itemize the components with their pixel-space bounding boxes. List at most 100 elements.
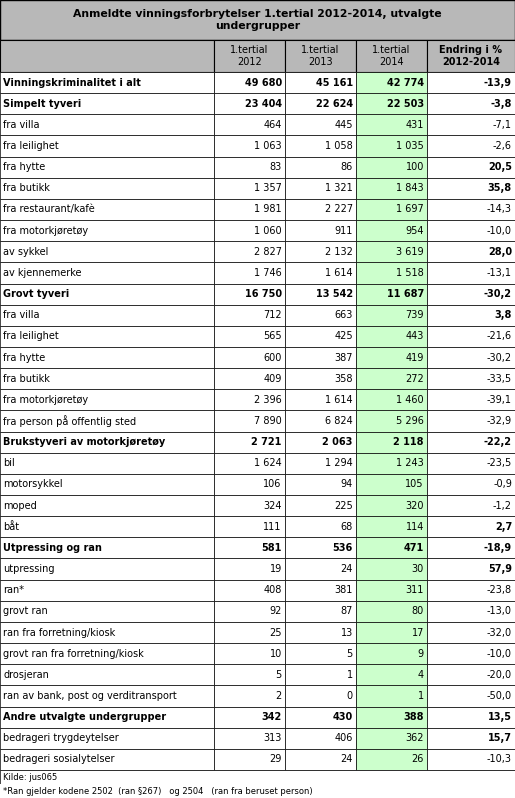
Text: 419: 419 — [405, 353, 424, 362]
Bar — [285, 474, 356, 495]
Text: 4: 4 — [418, 670, 424, 680]
Bar — [356, 516, 427, 537]
Bar — [0, 706, 214, 728]
Bar — [427, 495, 515, 516]
Bar — [0, 410, 214, 432]
Text: ran*: ran* — [3, 585, 24, 595]
Text: 387: 387 — [334, 353, 353, 362]
Text: 83: 83 — [269, 162, 282, 172]
Bar — [214, 706, 285, 728]
Text: 7 890: 7 890 — [254, 416, 282, 426]
Bar — [214, 685, 285, 706]
Text: 6 824: 6 824 — [325, 416, 353, 426]
Bar — [0, 178, 214, 199]
Text: 1 321: 1 321 — [325, 184, 353, 193]
Bar — [214, 432, 285, 452]
Bar — [0, 579, 214, 601]
Bar — [356, 452, 427, 474]
Bar — [0, 643, 214, 664]
Text: -10,3: -10,3 — [487, 754, 512, 764]
Text: 111: 111 — [263, 522, 282, 531]
Bar — [214, 72, 285, 93]
Text: 1 460: 1 460 — [397, 395, 424, 405]
Bar — [427, 706, 515, 728]
Bar — [356, 178, 427, 199]
Bar — [285, 72, 356, 93]
Bar — [214, 664, 285, 685]
Text: -32,9: -32,9 — [487, 416, 512, 426]
Bar — [285, 93, 356, 114]
Text: fra hytte: fra hytte — [3, 162, 45, 172]
Bar — [0, 0, 515, 40]
Bar — [356, 93, 427, 114]
Bar — [356, 241, 427, 263]
Bar — [0, 283, 214, 305]
Text: 68: 68 — [340, 522, 353, 531]
Bar — [427, 516, 515, 537]
Bar — [214, 178, 285, 199]
Bar — [427, 579, 515, 601]
Bar — [356, 559, 427, 579]
Bar — [214, 643, 285, 664]
Bar — [427, 685, 515, 706]
Text: 1.tertial
2013: 1.tertial 2013 — [301, 45, 339, 67]
Bar — [356, 664, 427, 685]
Bar — [356, 368, 427, 389]
Bar — [214, 410, 285, 432]
Bar — [214, 474, 285, 495]
Text: 22 503: 22 503 — [387, 99, 424, 109]
Text: 1 518: 1 518 — [396, 268, 424, 278]
Bar — [427, 263, 515, 283]
Bar — [356, 474, 427, 495]
Bar — [214, 136, 285, 156]
Bar — [285, 559, 356, 579]
Text: 86: 86 — [340, 162, 353, 172]
Text: 57,9: 57,9 — [488, 564, 512, 574]
Text: 406: 406 — [334, 733, 353, 743]
Text: 1 614: 1 614 — [325, 395, 353, 405]
Text: 24: 24 — [340, 564, 353, 574]
Text: 23 404: 23 404 — [245, 99, 282, 109]
Text: fra motorkjøretøy: fra motorkjøretøy — [3, 395, 88, 405]
Text: 2: 2 — [276, 691, 282, 701]
Text: Andre utvalgte undergrupper: Andre utvalgte undergrupper — [3, 712, 166, 722]
Text: 13,5: 13,5 — [488, 712, 512, 722]
Bar — [0, 452, 214, 474]
Bar — [0, 347, 214, 368]
Text: 5: 5 — [276, 670, 282, 680]
Bar — [214, 495, 285, 516]
Text: -13,9: -13,9 — [484, 77, 512, 88]
Text: -18,9: -18,9 — [484, 543, 512, 553]
Text: 1 035: 1 035 — [396, 141, 424, 151]
Bar — [0, 263, 214, 283]
Bar — [0, 136, 214, 156]
Text: 311: 311 — [405, 585, 424, 595]
Bar — [214, 241, 285, 263]
Bar — [214, 263, 285, 283]
Text: 2 827: 2 827 — [254, 247, 282, 257]
Text: -20,0: -20,0 — [487, 670, 512, 680]
Bar — [427, 156, 515, 178]
Bar — [285, 136, 356, 156]
Bar — [356, 156, 427, 178]
Bar — [356, 199, 427, 220]
Bar — [427, 432, 515, 452]
Text: 13 542: 13 542 — [316, 289, 353, 299]
Bar — [285, 622, 356, 643]
Bar — [285, 685, 356, 706]
Bar — [0, 241, 214, 263]
Bar — [427, 114, 515, 136]
Text: 272: 272 — [405, 373, 424, 384]
Bar — [356, 40, 427, 72]
Text: 94: 94 — [340, 480, 353, 489]
Text: 13: 13 — [340, 627, 353, 638]
Bar — [427, 749, 515, 770]
Text: -7,1: -7,1 — [493, 120, 512, 130]
Text: Kilde: jus065: Kilde: jus065 — [3, 772, 57, 781]
Bar — [214, 156, 285, 178]
Text: -39,1: -39,1 — [487, 395, 512, 405]
Bar — [427, 305, 515, 326]
Bar — [214, 283, 285, 305]
Text: 1 746: 1 746 — [254, 268, 282, 278]
Text: -30,2: -30,2 — [487, 353, 512, 362]
